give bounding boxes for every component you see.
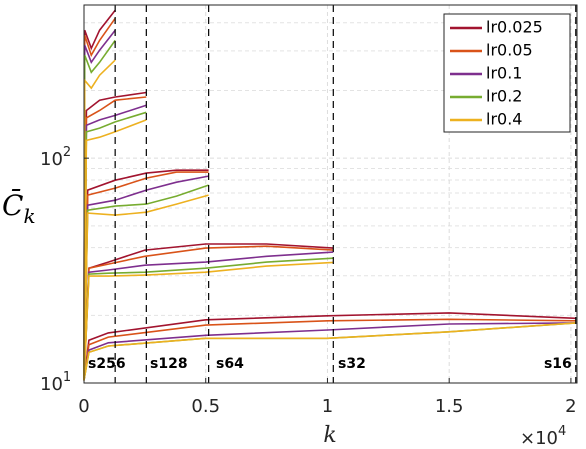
- x-multiplier-base: ×10: [520, 428, 558, 449]
- y-tick-label: 101: [40, 370, 71, 395]
- group-label: s32: [338, 356, 366, 372]
- legend-label: lr0.1: [486, 64, 522, 83]
- series-line: [83, 322, 576, 381]
- series-line: [83, 257, 334, 381]
- y-axis-label: C̄k: [2, 188, 36, 228]
- series-line: [83, 251, 334, 381]
- legend: lr0.025 lr0.05 lr0.1 lr0.2 lr0.4: [443, 13, 571, 133]
- series-line: [83, 245, 334, 381]
- series-line: [83, 322, 576, 381]
- group-label: s64: [216, 356, 244, 372]
- series-line: [83, 318, 576, 381]
- y-tick-exp: 2: [63, 145, 71, 160]
- legend-label: lr0.4: [486, 110, 522, 129]
- y-tick-base: 10: [40, 374, 63, 395]
- group-label: s128: [150, 356, 188, 372]
- x-tick-label: 1: [322, 396, 333, 417]
- x-tick-label: 1.5: [435, 396, 464, 417]
- x-tick-label: 2: [565, 396, 576, 417]
- legend-label: lr0.025: [486, 18, 543, 37]
- legend-label: lr0.2: [486, 87, 522, 106]
- group-label: s256: [88, 356, 126, 372]
- x-tick-label: 0: [78, 396, 89, 417]
- legend-label: lr0.05: [486, 41, 533, 60]
- group-label: s16: [544, 356, 572, 372]
- series-line: [83, 312, 576, 381]
- plot-frame: [83, 4, 578, 384]
- y-tick-base: 10: [40, 149, 63, 170]
- series-line: [83, 119, 147, 381]
- y-tick-label: 102: [40, 145, 71, 170]
- x-multiplier-exp: 4: [558, 424, 566, 439]
- y-tick-exp: 1: [63, 370, 71, 385]
- x-multiplier: ×104: [520, 424, 566, 449]
- series-line: [83, 194, 209, 381]
- x-tick-label: 0.5: [191, 396, 220, 417]
- x-axis-label: k: [323, 423, 336, 448]
- y-label-sub: k: [23, 204, 35, 228]
- y-label-main: C̄: [2, 188, 23, 222]
- series-line: [83, 261, 334, 381]
